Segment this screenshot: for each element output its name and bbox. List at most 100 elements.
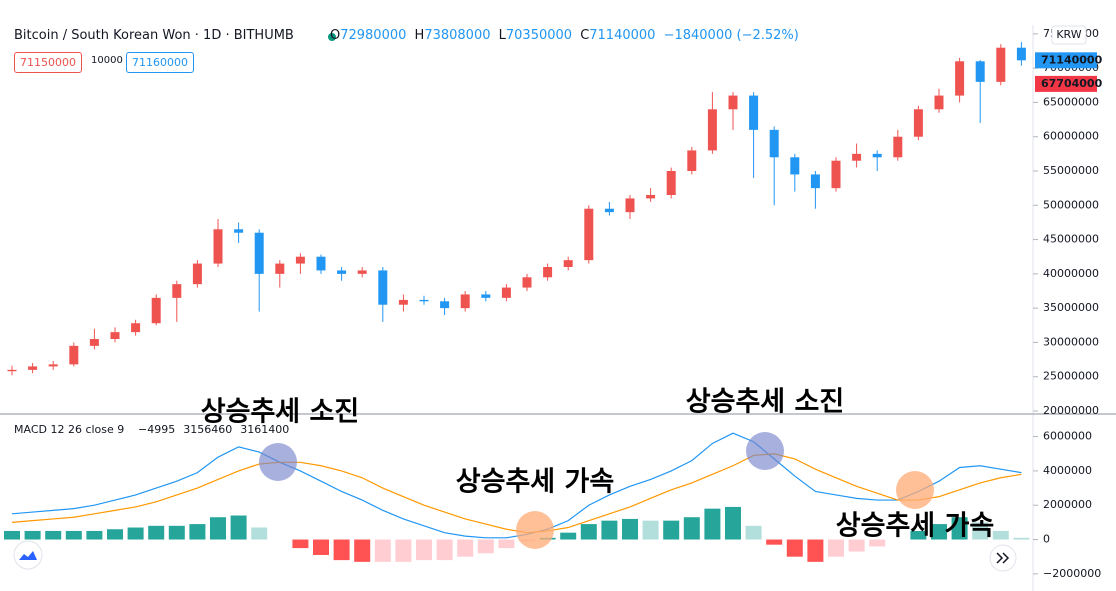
candle-body [69, 345, 79, 365]
histogram-bar [992, 530, 1009, 540]
y-tick-label: 25000000 [1043, 370, 1099, 383]
histogram-bar [24, 530, 41, 540]
candle-body [872, 153, 882, 158]
legend-label: H [414, 28, 425, 43]
legend-label: O [329, 28, 341, 43]
y-tick-label: 6000000 [1043, 430, 1092, 443]
y-tick-label: 55000000 [1043, 164, 1099, 177]
histogram-bar [148, 525, 165, 540]
ohlc-legend: O72980000 H73808000 L70350000 C71140000 … [330, 28, 803, 43]
histogram-bar [127, 527, 144, 540]
y-tick-label: 50000000 [1043, 198, 1099, 211]
histogram-bar [107, 529, 123, 540]
ticks: 2000000025000000300000003500000040000000… [1033, 27, 1103, 580]
histogram-bar [807, 539, 824, 562]
y-tick-label: 0 [1043, 533, 1050, 546]
candle-body [378, 270, 388, 305]
legend-value: 73808000 [424, 28, 491, 43]
histogram-bar [498, 539, 515, 549]
histogram-bar [292, 539, 309, 549]
candle-body [625, 198, 635, 213]
candle-body [460, 294, 470, 309]
candle-body [337, 270, 347, 274]
histogram-bar [786, 539, 803, 557]
spread-badge: 10000 [91, 55, 123, 66]
histogram-bar [251, 527, 268, 540]
histogram-bar [230, 515, 247, 540]
price-label: 71140000 [1041, 53, 1103, 66]
candle-body [48, 364, 58, 367]
histogram-bar [622, 518, 638, 540]
candle-body [481, 294, 491, 298]
candle-body [89, 339, 99, 346]
histogram-bar [45, 530, 62, 540]
candle-body [440, 301, 450, 309]
y-tick-label: 30000000 [1043, 335, 1099, 348]
histogram-bar [910, 530, 927, 540]
histogram-bar [395, 539, 412, 562]
histogram-bar [828, 539, 844, 557]
histogram-bar [86, 530, 103, 540]
legend-label: C [580, 28, 590, 43]
currency-button[interactable] [1051, 25, 1087, 45]
candle-body [913, 109, 923, 137]
logo-button[interactable] [13, 540, 43, 570]
histogram-bar [745, 525, 762, 540]
sell-badge[interactable]: 71150000 [14, 52, 82, 73]
histogram-bar [1013, 537, 1030, 540]
legend-value: 72980000 [340, 28, 407, 43]
histogram-bar [601, 520, 618, 540]
logo-icon [19, 551, 37, 560]
highlight-circle [516, 511, 554, 549]
histogram-bar [189, 524, 206, 540]
candle-body [790, 157, 800, 175]
currency-label: KRW [1056, 28, 1081, 41]
candle-body [749, 95, 759, 130]
buy-badge[interactable]: 71160000 [126, 52, 194, 73]
candle-body [852, 153, 862, 161]
histogram-bar [580, 524, 597, 540]
y-tick-label: 20000000 [1043, 404, 1099, 417]
candle-body [666, 171, 676, 195]
histogram-bar [333, 539, 350, 561]
histogram-bar [642, 520, 659, 540]
candle-body [687, 150, 697, 171]
symbol-title: Bitcoin / South Korean Won · 1D · BITHUM… [14, 28, 294, 43]
candle-body [316, 256, 326, 271]
annotation: 상승추세 소진 [686, 387, 844, 418]
histogram-bar [972, 522, 989, 540]
y-tick-label: 40000000 [1043, 267, 1099, 280]
candle-body [769, 129, 779, 158]
legend-value: 71140000 [589, 28, 656, 43]
y-tick-label: 65000000 [1043, 95, 1099, 108]
candle-body [110, 332, 120, 339]
y-tick-label: 2000000 [1043, 498, 1092, 511]
macd-legend-value: −4995 [138, 423, 175, 436]
histogram-bar [931, 524, 947, 540]
histogram-bar [951, 517, 968, 540]
histogram-bar [766, 539, 783, 545]
candle-body [975, 61, 985, 82]
macd-legend-value: 3156460 [183, 423, 232, 436]
candle-body [831, 160, 841, 189]
histogram-bar [374, 539, 391, 562]
scroll-icon [996, 552, 1010, 564]
candle-body [419, 299, 429, 302]
candle-body [192, 263, 202, 285]
histogram-bar [416, 539, 432, 561]
price-label: 67704000 [1041, 77, 1103, 90]
histogram-bar [848, 539, 865, 552]
candle-body [7, 369, 17, 372]
candle-body [996, 47, 1006, 82]
change: −1840000 (−2.52%) [663, 28, 799, 43]
candle-body [398, 299, 408, 305]
candle-body [707, 109, 717, 151]
candle-body [254, 232, 264, 274]
candle-body [604, 208, 614, 213]
candle-body [295, 256, 305, 264]
histogram-bar [477, 539, 494, 554]
candle-body [172, 284, 182, 298]
candle-body [1016, 47, 1026, 61]
y-tick-label: 35000000 [1043, 301, 1099, 314]
